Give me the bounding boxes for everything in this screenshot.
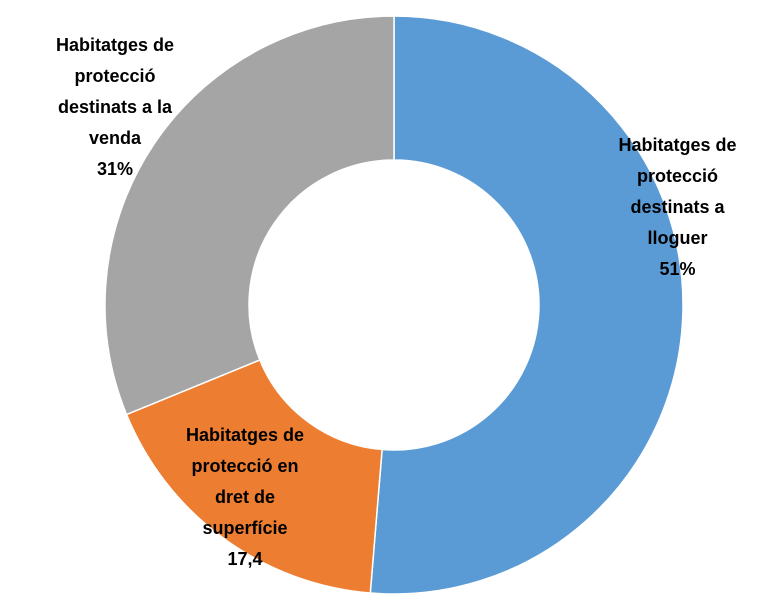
- category-label: Habitatges de protecció destinats a la v…: [55, 35, 175, 148]
- slice-label: Habitatges de protecció destinats a la v…: [40, 30, 190, 185]
- value-label: 51%: [659, 259, 696, 279]
- donut-slice: [104, 15, 395, 416]
- slice-label: Habitatges de protecció en dret de super…: [180, 420, 310, 575]
- value-label: 17,4: [227, 549, 263, 569]
- slice-label: Habitatges de protecció destinats a llog…: [615, 130, 740, 285]
- donut-slice: [369, 15, 684, 595]
- category-label: Habitatges de protecció destinats a llog…: [618, 135, 737, 248]
- value-label: 31%: [96, 159, 134, 179]
- category-label: Habitatges de protecció en dret de super…: [185, 425, 305, 538]
- donut-slice: [125, 358, 383, 594]
